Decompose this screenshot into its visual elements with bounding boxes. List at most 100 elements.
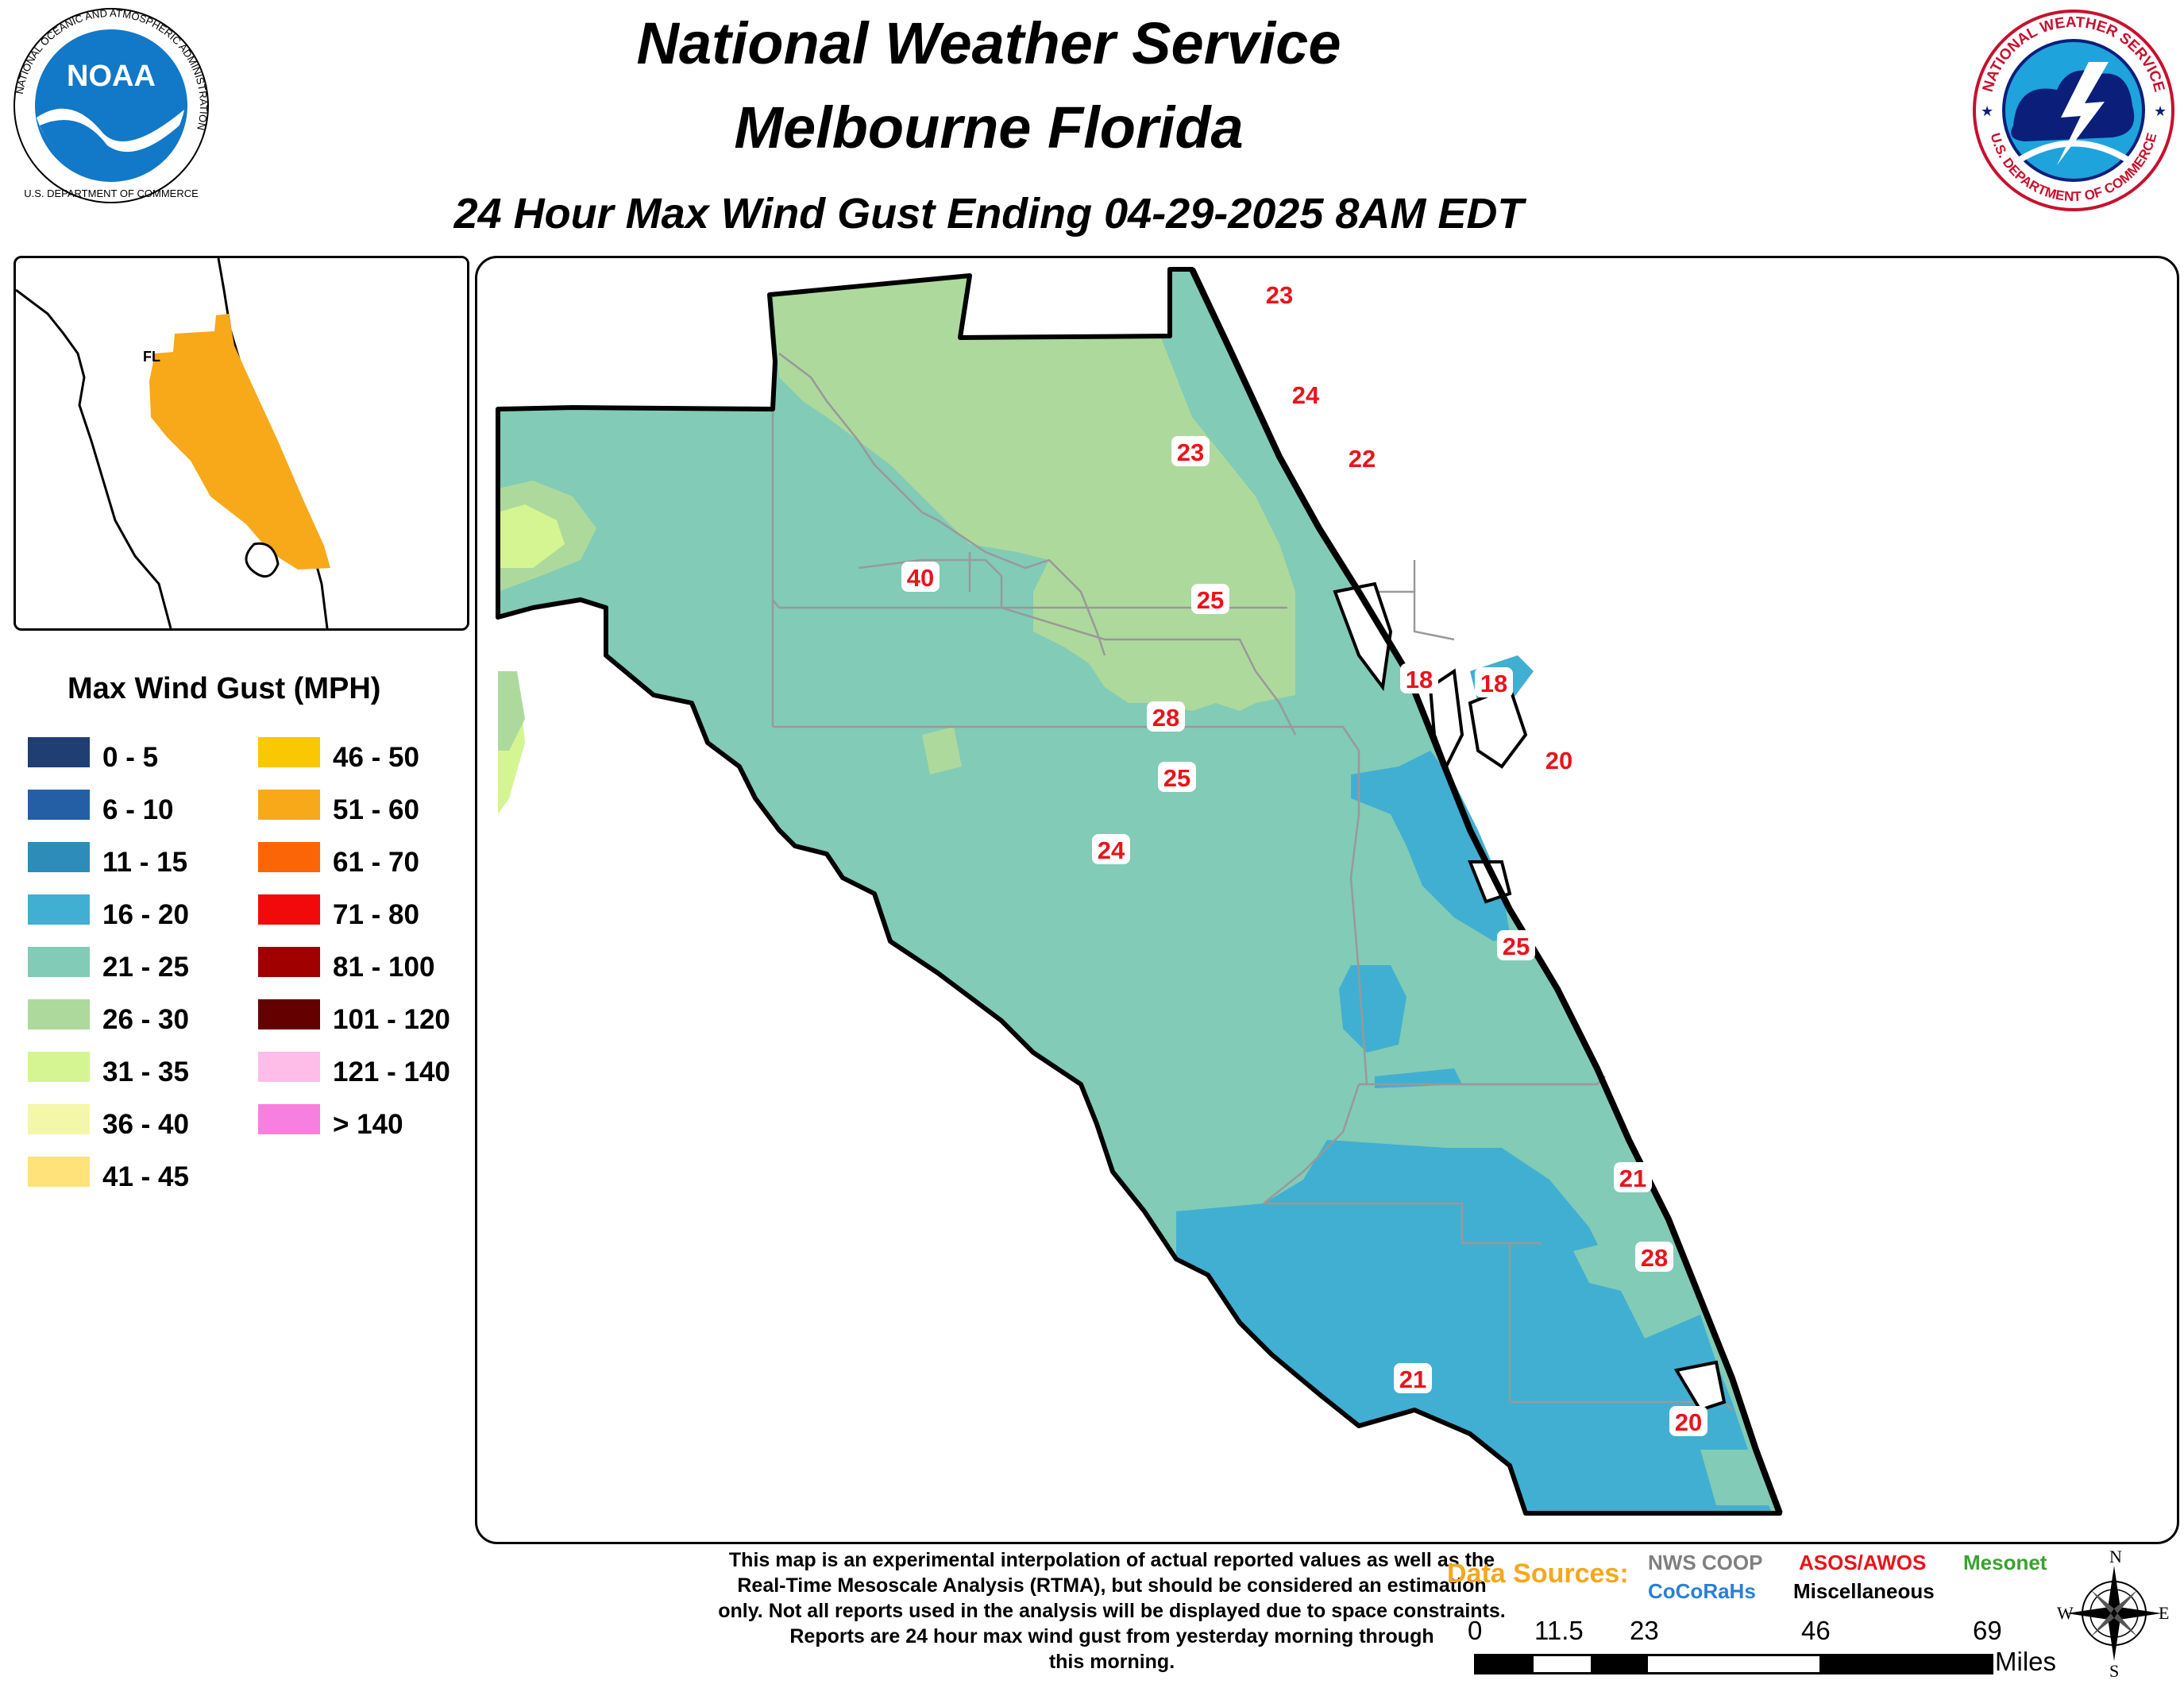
legend-swatch	[258, 1104, 320, 1134]
station-label-bg	[1394, 1363, 1432, 1393]
legend-label: 6 - 10	[102, 794, 174, 825]
station-gust-label: 21	[1399, 1365, 1426, 1393]
legend-swatch	[258, 1052, 320, 1082]
legend-label: 0 - 5	[102, 742, 159, 773]
station-label-bg	[1343, 442, 1381, 473]
station-gust-label: 23	[1177, 438, 1204, 466]
legend-label: 16 - 20	[102, 899, 189, 930]
legend-swatch	[258, 737, 320, 767]
scale-tick-23: 23	[1630, 1616, 1659, 1645]
legend-label: 11 - 15	[102, 847, 188, 878]
station-gust-label: 28	[1641, 1244, 1668, 1272]
station-label-bg	[1158, 762, 1196, 792]
station-label-bg	[1497, 930, 1535, 960]
scale-unit: Miles	[1995, 1647, 2057, 1676]
station-gust-label: 23	[1266, 281, 1293, 309]
map-subtitle: 24 Hour Max Wind Gust Ending 04-29-2025 …	[453, 190, 1524, 238]
inset-locator-map: FL	[14, 256, 469, 631]
svg-text:★: ★	[1981, 103, 1993, 119]
legend-swatch	[28, 1157, 90, 1187]
station-label-bg	[1191, 584, 1229, 614]
noaa-bottom-text: U.S. DEPARTMENT OF COMMERCE	[24, 187, 199, 199]
legend-swatch	[28, 1052, 90, 1082]
source-mesonet: Mesonet	[1963, 1551, 2047, 1574]
compass-w: W	[2057, 1603, 2074, 1623]
station-label-bg	[1475, 667, 1513, 697]
legend-swatch	[258, 999, 320, 1029]
station-label-bg	[1287, 379, 1325, 409]
legend-label: 121 - 140	[333, 1056, 450, 1087]
scale-tick-69: 69	[1973, 1616, 2002, 1645]
station-gust-label: 24	[1292, 381, 1320, 409]
station-gust-label: 25	[1503, 933, 1530, 960]
svg-text:★: ★	[2154, 103, 2167, 119]
station-gust-label: 25	[1197, 586, 1224, 614]
station-label-bg	[1614, 1162, 1652, 1192]
legend-swatch	[28, 1104, 90, 1134]
legend-label: 41 - 45	[102, 1161, 189, 1192]
station-gust-label: 40	[907, 564, 934, 592]
legend-label: 21 - 25	[102, 952, 189, 983]
legend-swatch	[258, 790, 320, 820]
source-miscellaneous: Miscellaneous	[1793, 1579, 1935, 1603]
legend-swatch	[28, 737, 90, 767]
legend-label: 36 - 40	[102, 1109, 189, 1140]
legend-label: 71 - 80	[333, 899, 419, 930]
station-gust-label: 20	[1545, 747, 1572, 774]
nws-logo: NATIONAL WEATHER SERVICE U.S. DEPARTMENT…	[1970, 6, 2178, 214]
noaa-text: NOAA	[67, 60, 156, 93]
disclaimer-line: only. Not all reports used in the analys…	[718, 1600, 1506, 1622]
legend-swatch	[28, 999, 90, 1029]
compass-n: N	[2109, 1547, 2122, 1566]
source-asos-awos: ASOS/AWOS	[1799, 1551, 1927, 1574]
station-gust-label: 18	[1480, 670, 1507, 697]
station-label-bg	[1092, 834, 1130, 864]
noaa-logo: NOAA NATIONAL OCEANIC AND ATMOSPHERIC AD…	[8, 6, 214, 205]
station-gust-label: 18	[1406, 666, 1433, 693]
station-label-bg	[1147, 701, 1185, 732]
legend-swatch	[28, 894, 90, 925]
title-line-1: National Weather Service	[636, 10, 1341, 76]
station-label-bg	[901, 562, 940, 592]
scale-tick-0: 0	[1468, 1616, 1483, 1645]
legend-swatch	[258, 894, 320, 925]
legend-label: 26 - 30	[102, 1004, 189, 1035]
compass-s: S	[2109, 1661, 2119, 1680]
station-label-bg	[1540, 744, 1578, 774]
legend-label: 61 - 70	[333, 847, 419, 878]
source-nws-coop: NWS COOP	[1648, 1551, 1763, 1574]
data-sources-title: Data Sources:	[1447, 1559, 1629, 1589]
disclaimer: This map is an experimental interpolatio…	[540, 1547, 1684, 1674]
legend-label: 51 - 60	[333, 794, 419, 825]
station-label-bg	[1400, 663, 1438, 693]
legend-label: > 140	[333, 1109, 403, 1140]
compass-rose-icon: N S W E	[2057, 1545, 2172, 1681]
station-label-bg	[1635, 1242, 1673, 1272]
compass-e: E	[2159, 1603, 2169, 1623]
disclaimer-line: Reports are 24 hour max wind gust from y…	[789, 1625, 1434, 1647]
station-label-bg	[1669, 1406, 1707, 1436]
legend-label: 101 - 120	[333, 1004, 450, 1035]
legend-swatch	[258, 842, 320, 872]
station-gust-label: 20	[1675, 1408, 1702, 1436]
legend-label: 81 - 100	[333, 952, 435, 983]
legend-label: 31 - 35	[102, 1056, 189, 1087]
disclaimer-line: Real-Time Mesoscale Analysis (RTMA), but…	[737, 1574, 1487, 1597]
station-gust-label: 21	[1619, 1165, 1646, 1192]
station-label-bg	[1171, 436, 1210, 466]
legend-swatch	[28, 947, 90, 977]
inset-state-label: FL	[143, 349, 160, 365]
disclaimer-line: This map is an experimental interpolatio…	[728, 1549, 1495, 1571]
station-gust-label: 22	[1349, 445, 1376, 473]
legend-label: 46 - 50	[333, 742, 419, 773]
legend-swatch	[28, 790, 90, 820]
disclaimer-line: this morning.	[1048, 1651, 1175, 1673]
scale-tick-11-5: 11.5	[1534, 1616, 1584, 1645]
station-gust-label: 25	[1163, 764, 1190, 792]
station-gust-label: 28	[1152, 704, 1179, 732]
title-line-2: Melbourne Florida	[734, 95, 1244, 160]
main-map: 23 24 23 22 40 25 18 18 28 20 25 24 25 21 28 21 20	[475, 256, 2179, 1544]
scale-bar	[1474, 1654, 1993, 1674]
legend-swatch	[28, 842, 90, 872]
station-gust-label: 24	[1098, 836, 1125, 864]
